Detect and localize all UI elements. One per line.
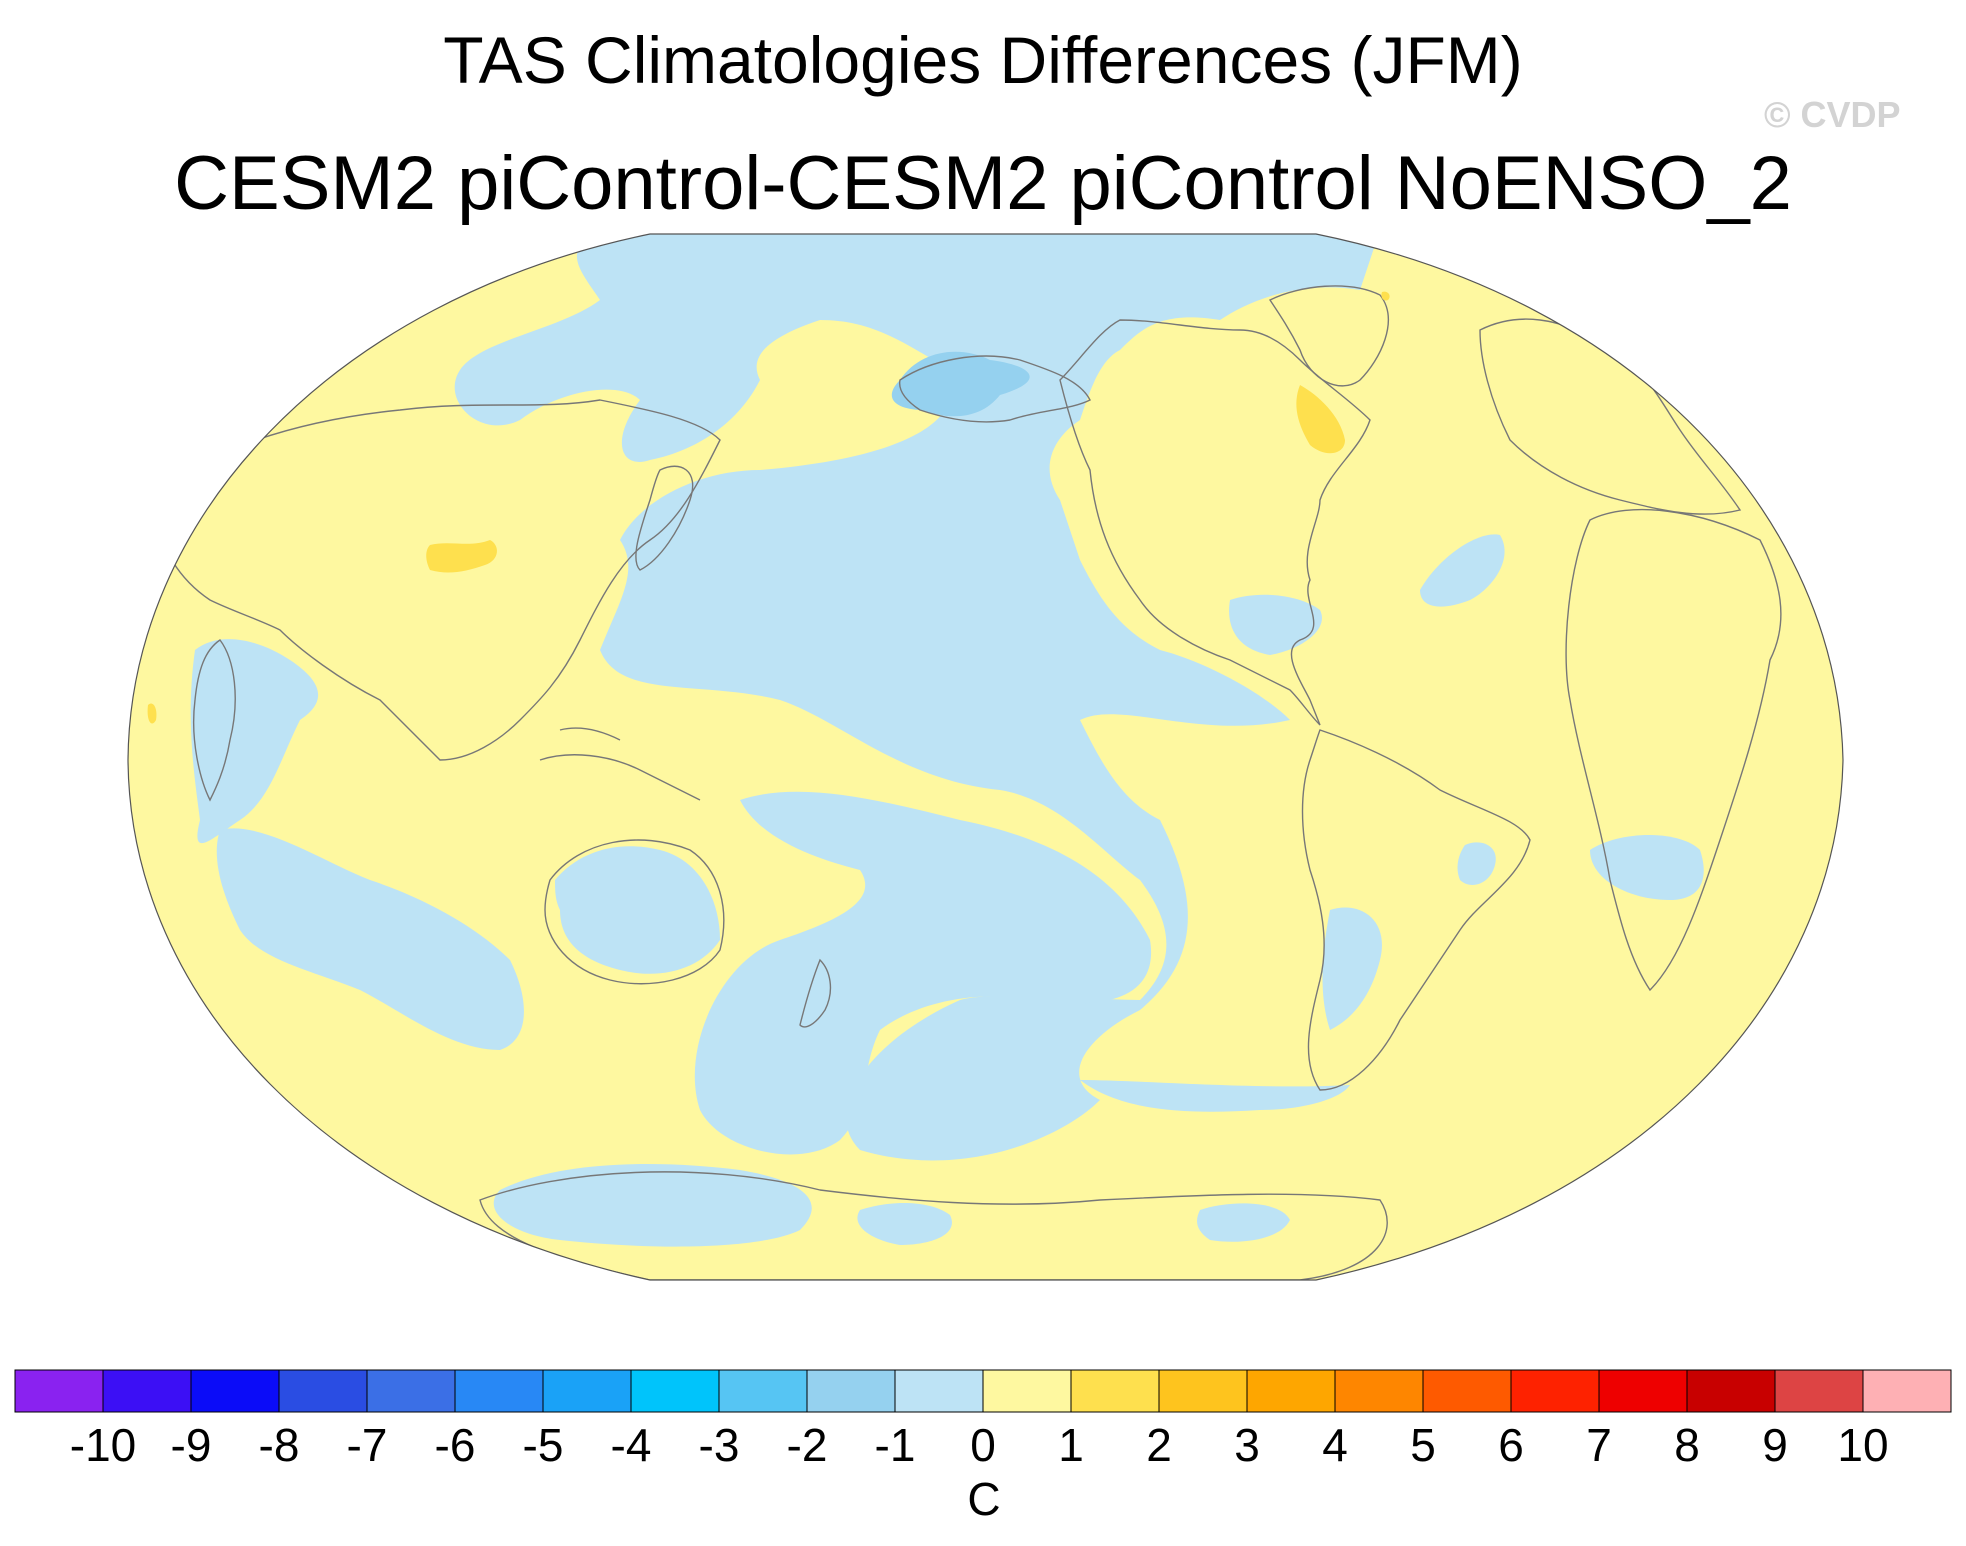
colorbar-swatch bbox=[14, 1369, 104, 1413]
colorbar-tick-label: -3 bbox=[698, 1419, 740, 1471]
indian-ocean-blue-region bbox=[190, 639, 319, 844]
colorbar-tick-label: -8 bbox=[258, 1419, 300, 1471]
north-atlantic-blue-region bbox=[1420, 534, 1505, 607]
east-brazil-blue-region bbox=[1457, 842, 1496, 885]
colorbar-swatch bbox=[630, 1369, 720, 1413]
colorbar-swatch bbox=[806, 1369, 896, 1413]
coast-new-zealand bbox=[799, 958, 832, 1028]
colorbar-tick-label: 6 bbox=[1498, 1419, 1524, 1471]
colorbar-swatch bbox=[366, 1369, 456, 1413]
colorbar-tick-label: 5 bbox=[1410, 1419, 1436, 1471]
west-edge-warm-patch bbox=[147, 703, 157, 724]
south-indian-blue-region bbox=[216, 828, 524, 1050]
colorbar-swatch bbox=[1686, 1369, 1776, 1413]
colorbar-swatch bbox=[278, 1369, 368, 1413]
colorbar-swatch bbox=[1862, 1369, 1952, 1413]
colorbar-tick-label: -10 bbox=[69, 1419, 137, 1471]
coast-greenland bbox=[1268, 285, 1389, 387]
colorbar-tick-label: 10 bbox=[1837, 1419, 1889, 1471]
se-pacific-blue-region bbox=[1080, 1080, 1350, 1112]
colorbar-swatch bbox=[1334, 1369, 1424, 1413]
colorbar-swatch bbox=[542, 1369, 632, 1413]
cvdp-watermark: © CVDP bbox=[1764, 94, 1901, 135]
colorbar-units: C bbox=[967, 1473, 1001, 1525]
colorbar-swatch bbox=[982, 1369, 1072, 1413]
colorbar-swatch bbox=[1246, 1369, 1336, 1413]
colorbar-tick-label: -2 bbox=[786, 1419, 828, 1471]
coast-indonesia bbox=[539, 727, 701, 801]
coast-south-america bbox=[1301, 729, 1531, 1091]
colorbar-swatch bbox=[1422, 1369, 1512, 1413]
colorbar-tick-label: 2 bbox=[1146, 1419, 1172, 1471]
colorbar-tick-label: -4 bbox=[610, 1419, 652, 1471]
coast-australia bbox=[544, 839, 725, 985]
colorbar-swatch bbox=[190, 1369, 280, 1413]
alaska-cold-patch bbox=[891, 351, 1030, 417]
colorbar-swatch bbox=[1510, 1369, 1600, 1413]
colorbar-tick-label: 9 bbox=[1762, 1419, 1788, 1471]
coast-india bbox=[192, 639, 236, 802]
colorbar-tick-label: -1 bbox=[874, 1419, 916, 1471]
south-america-blue-region bbox=[1322, 907, 1382, 1030]
chart-title: TAS Climatologies Differences (JFM) bbox=[443, 23, 1523, 97]
arctic-blue-region bbox=[454, 234, 1380, 1161]
colorbar-swatch bbox=[1598, 1369, 1688, 1413]
colorbar-swatch bbox=[102, 1369, 192, 1413]
coast-asia bbox=[149, 399, 721, 761]
asia-warm-patch bbox=[426, 540, 497, 573]
antarctica-blue-region bbox=[493, 1164, 812, 1247]
colorbar-swatch bbox=[894, 1369, 984, 1413]
colorbar-swatch bbox=[1070, 1369, 1160, 1413]
colorbar-tick-label: -6 bbox=[434, 1419, 476, 1471]
colorbar-tick-label: 3 bbox=[1234, 1419, 1260, 1471]
coast-alaska bbox=[898, 355, 1091, 423]
colorbar-tick-label: -9 bbox=[170, 1419, 212, 1471]
south-atlantic-blue-region bbox=[1590, 835, 1704, 900]
colorbar-swatch bbox=[1774, 1369, 1864, 1413]
colorbar-tick-label: 8 bbox=[1674, 1419, 1700, 1471]
colorbar-tick-label: 1 bbox=[1058, 1419, 1084, 1471]
coast-japan bbox=[635, 465, 694, 571]
colorbar-swatch bbox=[718, 1369, 808, 1413]
coast-north-america bbox=[1059, 319, 1371, 726]
weddell-blue-region bbox=[1197, 1203, 1290, 1242]
antarctic-peninsula-blue-region bbox=[857, 1203, 952, 1245]
colorbar-swatch bbox=[454, 1369, 544, 1413]
arctic-warm-patch bbox=[1381, 291, 1390, 301]
chart-subtitle: CESM2 piControl-CESM2 piControl NoENSO_2 bbox=[174, 141, 1792, 226]
colorbar-tick-label: -7 bbox=[346, 1419, 388, 1471]
colorbar-tick-label: 0 bbox=[970, 1419, 996, 1471]
colorbar-tick-label: 7 bbox=[1586, 1419, 1612, 1471]
colorbar-tick-label: -5 bbox=[522, 1419, 564, 1471]
globe-outline bbox=[127, 233, 1844, 1281]
australia-blue-region bbox=[555, 846, 720, 974]
colorbar-swatch bbox=[1158, 1369, 1248, 1413]
south-pacific-blue-region bbox=[694, 791, 1152, 1155]
hudson-warm-patch bbox=[1296, 385, 1345, 454]
colorbar-tick-label: 4 bbox=[1322, 1419, 1348, 1471]
coast-africa bbox=[1565, 508, 1782, 992]
